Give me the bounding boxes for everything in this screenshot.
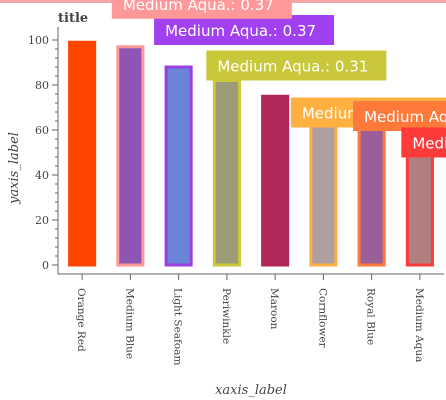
y-axis: 0 20 40 60 80 100: [28, 27, 59, 274]
hover-tooltip: Medium Aqua.: 0.37: [111, 0, 292, 19]
y-tick-label: 60: [35, 124, 49, 137]
hover-tooltip: Medium Aqua.: 0.37: [154, 15, 335, 45]
y-tick-label: 0: [42, 259, 49, 272]
bar-medium-blue[interactable]: [116, 45, 145, 267]
bar-cornflower[interactable]: [309, 106, 338, 267]
tooltip-text: Medium Aqua.: 0.31: [364, 108, 446, 126]
tooltips-group: Medium Aqua.: 0.37 Medium Aqua.: 0.37 Medi…: [111, 0, 446, 158]
bar-light-seafoam[interactable]: [164, 65, 193, 267]
bar-maroon[interactable]: [261, 94, 290, 267]
chart-title: title: [58, 11, 88, 26]
bar-royal-blue[interactable]: [357, 119, 386, 267]
tooltip-background: [154, 15, 335, 45]
bar-periwinkle[interactable]: [212, 79, 241, 267]
x-tick-label: Light Seafoam: [172, 288, 184, 366]
bar-orange-red[interactable]: [68, 40, 97, 267]
x-axis-title: xaxis_label: [215, 383, 287, 398]
hover-tooltip: Medium Aqua.: 0.31: [401, 127, 446, 158]
tooltip-text: Medium Aqua.: 0.37: [123, 0, 274, 14]
y-tick-label: 20: [35, 214, 49, 227]
x-tick-label: Cornflower: [316, 288, 328, 349]
tooltip-text: Medium Aqua.: 0.37: [165, 22, 316, 40]
tooltip-background: [353, 101, 446, 131]
tooltip-text: Medium Aqua.: 0.31: [412, 135, 446, 153]
x-tick-label: Medium Aqua: [413, 288, 425, 362]
x-tick-label: Medium Blue: [123, 288, 135, 359]
x-tick-label: Periwinkle: [220, 288, 232, 344]
y-tick-label: 40: [35, 169, 49, 182]
hover-tooltip: Medium Aqua.: 0.31: [353, 101, 446, 131]
x-tick-label: Royal Blue: [365, 288, 377, 345]
x-axis: Orange Red Medium Blue Light Seafoam Periwi…: [58, 273, 444, 366]
bars-group: [68, 40, 434, 267]
x-tick-label: Orange Red: [75, 288, 87, 352]
x-tick-label: Maroon: [268, 288, 280, 330]
tooltip-background: [401, 127, 446, 158]
hover-tooltip: Medium Aqua.: 0.31: [206, 50, 387, 81]
tooltip-background: [111, 0, 292, 19]
y-tick-label: 100: [28, 34, 49, 47]
y-axis-title: yaxis_label: [7, 132, 22, 205]
y-tick-label: 80: [35, 79, 49, 92]
tooltip-background: [206, 50, 387, 81]
tooltip-text: Medium Aqua.: 0.31: [217, 58, 368, 76]
